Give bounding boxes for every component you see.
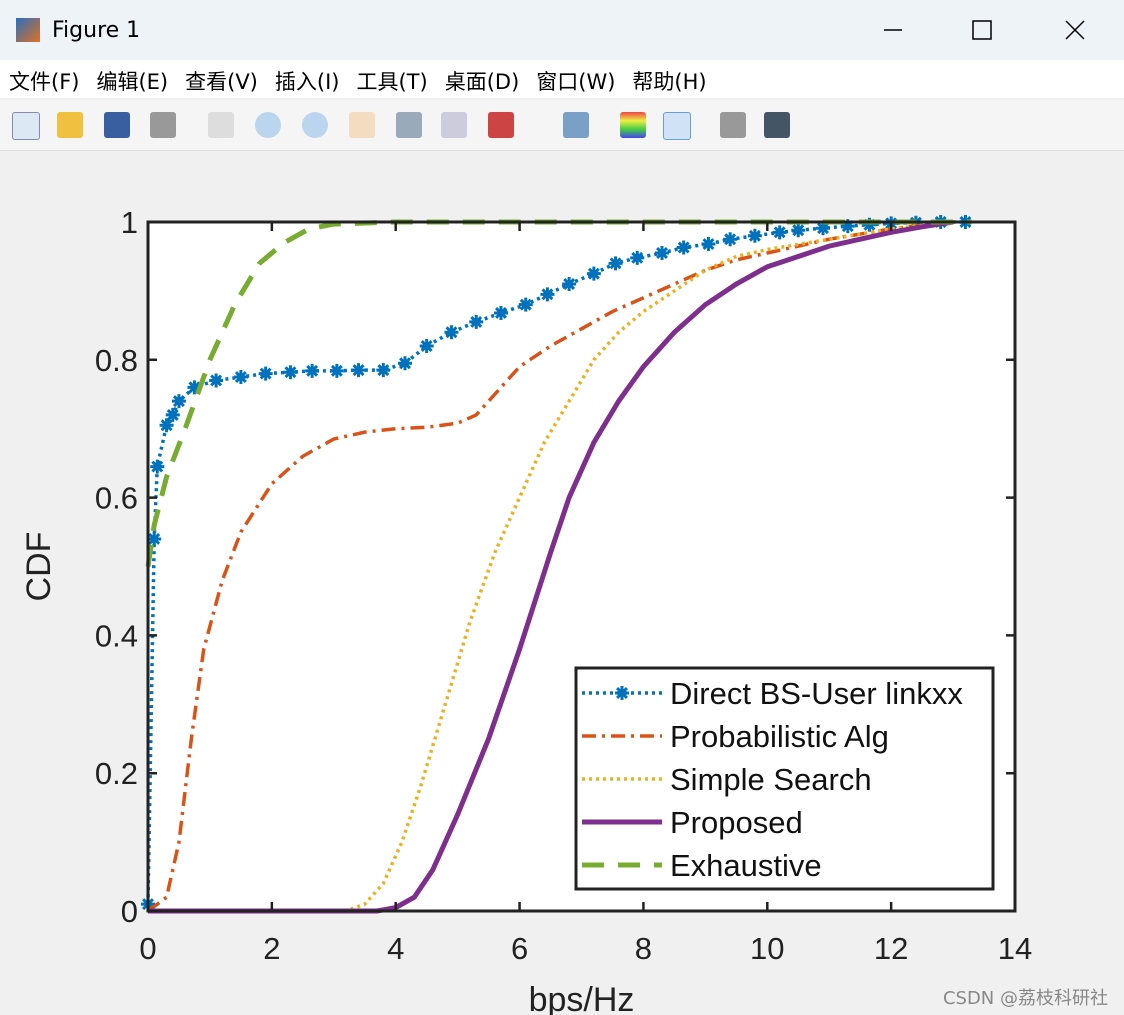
x-tick-label: 12	[874, 931, 908, 966]
data-marker	[419, 339, 434, 354]
y-tick-label: 0.2	[95, 756, 138, 791]
data-marker	[518, 297, 533, 312]
close[interactable]	[1065, 20, 1085, 40]
x-tick-label: 8	[635, 931, 652, 966]
x-tick-label: 6	[511, 931, 528, 966]
data-line	[148, 220, 954, 913]
dock-icon[interactable]	[764, 112, 790, 138]
data-marker	[655, 246, 670, 261]
data-marker	[305, 363, 320, 378]
data-marker	[540, 287, 555, 302]
open-icon[interactable]	[57, 112, 83, 138]
data-marker	[351, 363, 366, 378]
app-icon	[16, 18, 40, 42]
data-line	[146, 220, 966, 905]
rotate-icon[interactable]	[396, 112, 422, 138]
data-marker	[608, 256, 623, 271]
legend-icon[interactable]	[663, 112, 691, 140]
menu-item[interactable]: 桌面(D)	[444, 70, 520, 94]
pointer-icon[interactable]	[208, 112, 234, 138]
title-bar: Figure 1	[0, 0, 1124, 60]
y-tick-label: 0.6	[95, 481, 138, 516]
new-icon[interactable]	[12, 112, 40, 140]
legend-label: Direct BS-User linkxx	[670, 676, 963, 711]
data-marker	[840, 219, 855, 234]
print-icon[interactable]	[150, 112, 176, 138]
data-marker	[816, 221, 831, 236]
link-icon[interactable]	[563, 112, 589, 138]
y-tick-label: 0.8	[95, 343, 138, 378]
data-marker	[209, 373, 224, 388]
menu-item[interactable]: 插入(I)	[274, 70, 340, 94]
zoom-out-icon[interactable]	[302, 112, 328, 138]
y-tick-label: 0.4	[95, 618, 138, 653]
data-marker	[862, 217, 877, 232]
data-marker	[329, 363, 344, 378]
x-tick-label: 10	[750, 931, 784, 966]
data-marker	[159, 418, 174, 433]
window-controls	[884, 20, 1085, 40]
menu-item[interactable]: 编辑(E)	[96, 70, 169, 94]
data-marker	[283, 365, 298, 380]
x-tick-label: 4	[387, 931, 404, 966]
legend-label: Simple Search	[670, 762, 872, 797]
x-tick-label: 2	[263, 931, 280, 966]
data-line	[146, 220, 954, 913]
data-line	[148, 219, 954, 914]
x-axis-label: bps/Hz	[529, 981, 635, 1015]
window-title: Figure 1	[52, 18, 141, 43]
hide-icon[interactable]	[720, 112, 746, 138]
x-tick-label: 0	[139, 931, 156, 966]
maximize[interactable]	[972, 20, 992, 40]
data-marker	[723, 232, 738, 247]
brush-icon[interactable]	[488, 112, 514, 138]
legend: Direct BS-User linkxx Probabilistic Alg Si…	[574, 666, 995, 891]
save-icon[interactable]	[104, 112, 130, 138]
y-tick-label: 0	[121, 894, 138, 929]
data-marker	[469, 314, 484, 329]
data-marker	[747, 228, 762, 243]
axes-box	[146, 220, 1017, 913]
zoom-in-icon[interactable]	[255, 112, 281, 138]
data-marker	[147, 531, 162, 546]
data-marker	[630, 250, 645, 265]
x-tick-label: 14	[998, 931, 1032, 966]
data-marker	[150, 459, 165, 474]
menu-bar: 文件(F) 编辑(E) 查看(V) 插入(I) 工具(T) 桌面(D) 窗口(W) 帮助(H)	[0, 60, 1124, 98]
pan-icon[interactable]	[349, 112, 375, 138]
data-marker	[676, 240, 691, 255]
y-axis-label: CDF	[20, 532, 58, 602]
data-marker	[562, 277, 577, 292]
data-marker	[701, 237, 716, 252]
data-marker	[233, 370, 248, 385]
y-tick-label: 1	[121, 205, 138, 240]
data-marker	[187, 380, 202, 395]
toolbar	[0, 100, 1124, 151]
watermark: CSDN @荔枝科研社	[942, 988, 1108, 1009]
data-marker	[258, 366, 273, 381]
data-marker	[772, 225, 787, 240]
data-line	[145, 219, 972, 567]
menu-item[interactable]: 窗口(W)	[536, 70, 616, 94]
legend-label: Proposed	[670, 805, 803, 840]
menu-item[interactable]: 帮助(H)	[632, 70, 707, 94]
colorbar-icon[interactable]	[620, 112, 646, 138]
legend-label: Exhaustive	[670, 848, 822, 883]
menu-item[interactable]: 查看(V)	[185, 70, 258, 94]
legend-marker	[615, 686, 629, 700]
data-marker	[398, 356, 413, 371]
chart: 0 2 4 6 8 10 12 14 0 0.2 0.4 0.6 0.8 1 bps/Hz CDF Direct…	[20, 205, 1032, 1015]
data-marker	[586, 266, 601, 281]
menu-item[interactable]: 工具(T)	[356, 70, 428, 94]
data-marker	[171, 394, 186, 409]
data-marker	[376, 363, 391, 378]
datatip-icon[interactable]	[441, 112, 467, 138]
legend-label: Probabilistic Alg	[670, 719, 889, 754]
data-marker	[493, 305, 508, 320]
data-marker	[791, 223, 806, 238]
menu-item[interactable]: 文件(F)	[9, 70, 80, 94]
data-marker	[165, 407, 180, 422]
data-marker	[444, 325, 459, 340]
